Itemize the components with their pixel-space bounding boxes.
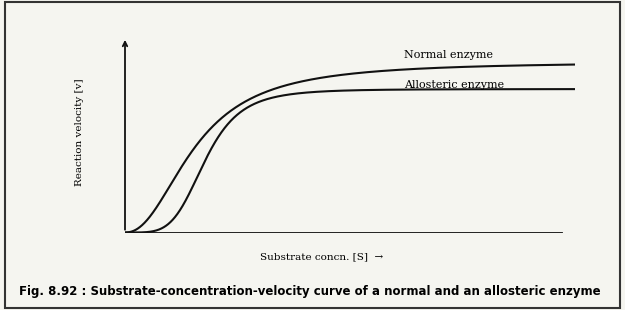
Text: Substrate concn. [S]  →: Substrate concn. [S] → [260,253,383,262]
Text: Normal enzyme: Normal enzyme [404,50,493,60]
Text: Reaction velocity [v]: Reaction velocity [v] [76,78,84,186]
Text: Fig. 8.92 : Substrate-concentration-velocity curve of a normal and an allosteric: Fig. 8.92 : Substrate-concentration-velo… [19,285,601,298]
Text: Allosteric enzyme: Allosteric enzyme [404,80,504,91]
